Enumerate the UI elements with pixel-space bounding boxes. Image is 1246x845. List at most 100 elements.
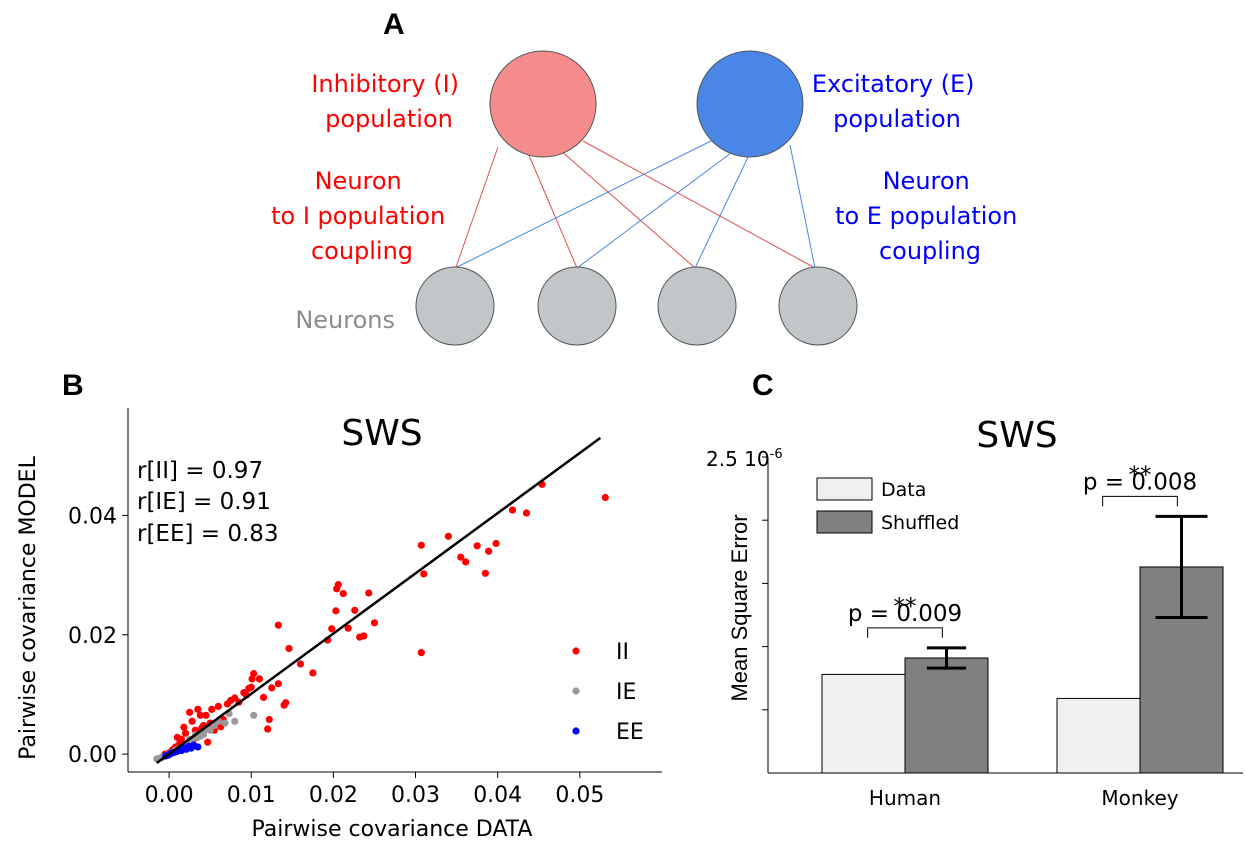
scatter-point-ii	[492, 539, 500, 548]
coupling-lines	[454, 139, 816, 271]
scatter-point-ii	[274, 621, 282, 629]
scatter-point-ii	[508, 506, 517, 514]
bar-title: SWS	[976, 415, 1057, 456]
panel-letter-b: B	[62, 369, 84, 402]
scatter-point-ii	[285, 644, 293, 653]
panel-letter-a: A	[383, 8, 405, 41]
scatter-point-ie	[221, 719, 229, 727]
scatter-point-ii	[370, 619, 379, 627]
legend-label-ii: II	[616, 640, 629, 665]
legend-marker-ie	[572, 687, 580, 695]
scatter-point-ii	[365, 589, 373, 597]
i-coupling-line	[582, 140, 816, 269]
scatter-point-ii	[328, 625, 336, 633]
scatter-point-ii	[268, 684, 276, 692]
excitatory-population-node	[696, 50, 804, 158]
scatter-point-ii	[280, 701, 288, 709]
scatter-x-axis-label: Pairwise covariance DATA	[252, 817, 533, 842]
scatter-point-ii	[344, 624, 352, 632]
bar-legend: Data Shuffled	[816, 477, 959, 534]
bar-monkey-data	[1056, 697, 1141, 774]
legend-marker-ii	[572, 647, 580, 655]
neurons-label: Neurons	[295, 306, 395, 334]
inhibitory-population-node	[489, 50, 597, 158]
scatter-point-ii	[223, 700, 232, 708]
neuron-node	[778, 266, 858, 346]
scatter-point-ii	[333, 585, 341, 593]
scatter-point-ii	[248, 675, 256, 683]
scatter-point-ii	[240, 689, 248, 697]
inhibitory-population-label: Inhibitory (I) population	[311, 70, 466, 133]
scatter-x-tick-label: 0.04	[473, 783, 522, 808]
scatter-point-ii	[265, 715, 273, 724]
i-coupling-label: Neuron to I population coupling	[271, 167, 453, 265]
significance-annotations: p = 0.009**p = 0.008**	[848, 462, 1197, 638]
y-scale-label: 2.5 10-6	[706, 447, 783, 471]
scatter-point-ii	[473, 542, 481, 550]
e-coupling-label: Neuron to E population coupling	[835, 167, 1025, 265]
fit-line-group	[156, 436, 602, 765]
scatter-x-tick-label: 0.03	[391, 783, 440, 808]
scatter-point-ii	[194, 705, 202, 713]
scatter-point-ii	[245, 684, 253, 693]
i-coupling-line	[454, 146, 499, 271]
scatter-point-ii	[208, 705, 216, 713]
panel-c: C SWS Human Monkey p = 0.009**p = 0.008**…	[706, 369, 1243, 810]
legend-swatch-shuffled	[816, 510, 873, 534]
e-coupling-line	[454, 139, 714, 269]
scatter-y-axis-label: Pairwise covariance MODEL	[16, 455, 41, 759]
legend-marker-ee	[572, 727, 580, 735]
scatter-point-ii	[204, 738, 212, 746]
excitatory-population-label: Excitatory (E) population	[812, 70, 982, 133]
scatter-point-ii	[481, 569, 489, 577]
bar-category-label: Monkey	[1101, 786, 1178, 810]
scatter-x-tick-label: 0.00	[145, 783, 194, 808]
scatter-point-ie	[250, 711, 258, 719]
scatter-axes: 0.00 0.01 0.02 0.03 0.04 0.05 0.00 0.02 0.04	[68, 408, 662, 808]
scatter-point-ii	[457, 553, 465, 561]
scatter-point-ii	[356, 633, 364, 641]
e-coupling-line	[694, 152, 751, 269]
scatter-y-tick-label: 0.02	[68, 624, 117, 649]
scatter-y-tick-label: 0.04	[68, 504, 117, 529]
scatter-point-ii	[202, 711, 210, 719]
scatter-point-ii	[601, 493, 609, 502]
scatter-point-ii	[181, 729, 190, 737]
stat-r-ie: r[IE] = 0.91	[137, 489, 271, 515]
legend-swatch-data	[816, 477, 873, 501]
panel-b: B SWS 0.00 0.01 0.02 0.03 0.04 0.050.000.020.…	[16, 369, 662, 842]
scatter-point-ii	[214, 702, 222, 710]
p-value-label: p = 0.008	[1083, 469, 1197, 495]
scatter-x-tick-label: 0.02	[309, 783, 358, 808]
e-coupling-line	[789, 144, 816, 269]
neuron-node	[657, 266, 737, 346]
scatter-point-ii	[188, 717, 196, 725]
e-coupling-line	[576, 149, 736, 269]
bar-category-label: Human	[869, 786, 941, 810]
scatter-point-ii	[332, 607, 340, 615]
scatter-point-ii	[462, 558, 470, 566]
scatter-point-ii	[186, 708, 194, 716]
legend-label-shuffled: Shuffled	[881, 512, 959, 534]
legend-label-ie: IE	[616, 680, 636, 705]
bar-marks: Human Monkey	[821, 514, 1224, 810]
scatter-point-ii	[420, 570, 428, 578]
scatter-point-ii	[173, 733, 181, 741]
panel-a: A Inhibitory (I) population Excitatory (…	[271, 8, 1025, 346]
scatter-point-ii	[180, 723, 188, 731]
legend-label-data: Data	[881, 479, 926, 501]
scatter-point-ie	[231, 717, 239, 725]
scatter-y-tick-label: 0.00	[68, 743, 117, 768]
bar-human-data	[821, 673, 906, 774]
i-coupling-line	[559, 149, 696, 269]
scatter-point-ii	[485, 547, 493, 555]
scatter-point-ii	[264, 725, 272, 733]
scatter-point-ii	[196, 711, 204, 719]
fit-line	[156, 436, 602, 765]
i-coupling-line	[527, 152, 578, 269]
scatter-point-ii	[417, 649, 425, 657]
scatter-point-ii	[444, 532, 452, 540]
scatter-legend: II IE EE	[572, 640, 644, 745]
scatter-title: SWS	[341, 413, 422, 454]
